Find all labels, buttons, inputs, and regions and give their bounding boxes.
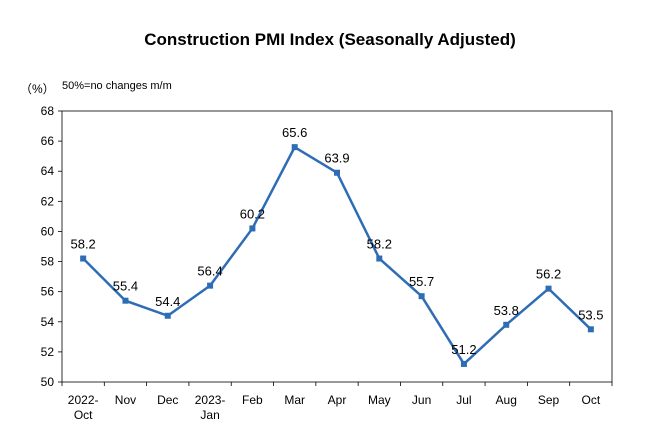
y-tick-label: 50 (41, 375, 55, 389)
x-tick-label: Oct (582, 393, 601, 407)
data-point-marker (418, 293, 425, 300)
data-point-marker (164, 312, 171, 319)
data-label: 53.5 (578, 307, 603, 322)
data-label: 65.6 (282, 125, 307, 140)
y-tick-label: 52 (41, 345, 55, 359)
x-tick-label: Apr (328, 393, 347, 407)
y-tick-label: 54 (41, 315, 55, 329)
data-label: 58.2 (70, 237, 95, 252)
data-point-marker (249, 225, 256, 232)
data-label: 56.4 (197, 264, 222, 279)
data-label: 55.7 (409, 274, 434, 289)
data-point-marker (376, 255, 383, 262)
data-point-marker (80, 255, 87, 262)
y-tick-label: 68 (41, 104, 55, 118)
x-tick-label: Jun (412, 393, 431, 407)
series-line (80, 144, 594, 367)
y-tick-label: 60 (41, 224, 55, 238)
data-point-marker (291, 144, 298, 151)
y-tick-label: 64 (41, 164, 55, 178)
x-tick-label: 2023-Jan (195, 393, 226, 422)
data-label: 56.2 (536, 267, 561, 282)
data-label: 54.4 (155, 294, 180, 309)
data-label: 55.4 (113, 279, 138, 294)
data-point-marker (587, 326, 594, 333)
data-label: 63.9 (324, 151, 349, 166)
data-point-marker (207, 282, 214, 289)
y-tick-label: 66 (41, 134, 55, 148)
y-tick-label: 58 (41, 255, 55, 269)
x-tick-label: Dec (157, 393, 178, 407)
data-point-marker (460, 360, 467, 367)
y-axis: 50 52 54 56 58 60 62 64 66 68 (41, 104, 62, 389)
x-tick-label: 2022-Oct (68, 393, 99, 422)
data-label: 51.2 (451, 342, 476, 357)
data-point-marker (503, 321, 510, 328)
x-tick-label: Sep (538, 393, 560, 407)
plot-area (61, 110, 613, 383)
series-polyline (82, 145, 592, 366)
data-label: 53.8 (494, 303, 519, 318)
y-tick-label: 56 (41, 285, 55, 299)
x-tick-label: Aug (496, 393, 517, 407)
chart-note: 50%=no changes m/m (62, 80, 172, 92)
data-labels: 58.2 55.4 54.4 56.4 60.2 65.6 63.9 58.2 55.7 51.2… (70, 125, 603, 357)
y-tick-label: 62 (41, 194, 55, 208)
data-point-marker (334, 169, 340, 176)
x-tick-label: Nov (115, 393, 136, 407)
y-axis-unit-label: （%） (20, 82, 55, 96)
data-point-marker (122, 297, 129, 304)
data-label: 58.2 (367, 237, 392, 252)
x-axis: 2022-Oct Nov Dec 2023-Jan Feb Mar Apr May Jun Jul… (61, 382, 613, 422)
data-label: 60.2 (240, 206, 265, 221)
data-point-marker (545, 285, 552, 292)
x-tick-label: May (368, 393, 391, 407)
x-tick-label: Feb (242, 393, 263, 407)
x-tick-label: Mar (284, 393, 305, 407)
x-tick-label: Jul (456, 393, 471, 407)
chart-title: Construction PMI Index (Seasonally Adjus… (144, 30, 516, 49)
